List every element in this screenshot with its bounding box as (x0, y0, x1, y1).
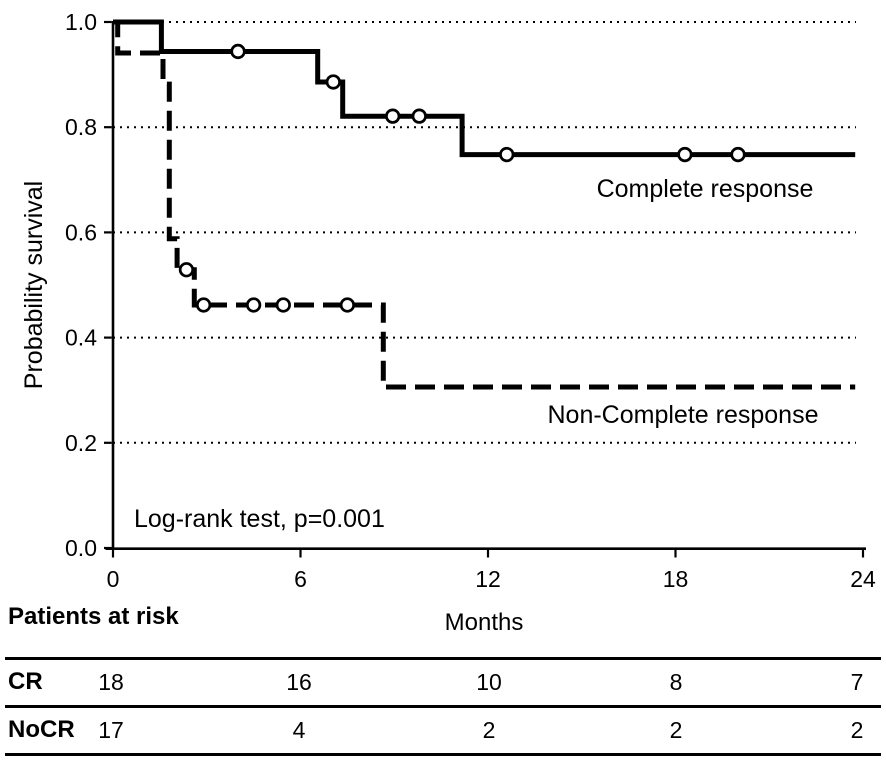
x-tick-label: 18 (663, 566, 689, 592)
risk-count-CR-12mo: 10 (476, 669, 502, 695)
survival-curve-non-complete-response (113, 19, 856, 390)
x-tick-label: 12 (475, 566, 501, 592)
censor-mark (411, 108, 427, 124)
risk-row-label-NoCR: NoCR (8, 716, 75, 743)
y-tick-label: 0.4 (65, 325, 97, 351)
risk-count-NoCR-0mo: 17 (98, 717, 124, 743)
y-tick-label: 1.0 (65, 9, 97, 35)
survival-curve-complete-response (113, 19, 856, 158)
censor-mark (195, 297, 212, 313)
risk-row-label-CR: CR (8, 668, 43, 695)
y-tick-label: 0.2 (65, 430, 97, 456)
logrank-annotation: Log-rank test, p=0.001 (134, 505, 385, 533)
risk-count-CR-24mo: 7 (850, 669, 864, 695)
y-tick-label: 0.8 (65, 114, 97, 140)
risk-count-CR-18mo: 8 (669, 669, 683, 695)
censor-mark (325, 74, 341, 90)
censor-mark (677, 146, 693, 163)
censor-mark (385, 108, 401, 124)
curve-label-complete-response: Complete response (597, 175, 814, 203)
risk-count-CR-0mo: 18 (98, 669, 124, 695)
risk-table-rule-top (5, 657, 881, 660)
risk-count-NoCR-24mo: 2 (850, 717, 864, 743)
curve-label-non-complete-response: Non-Complete response (548, 401, 819, 429)
y-tick-label: 0.6 (65, 219, 97, 245)
risk-table-rule-middle (5, 705, 881, 708)
x-tick-label: 0 (107, 566, 120, 592)
censor-mark (339, 297, 356, 313)
y-tick-label: 0.0 (65, 535, 97, 561)
y-axis-label: Probability survival (20, 181, 48, 389)
risk-table-rule-bottom (5, 753, 881, 756)
x-tick-label: 6 (294, 566, 307, 592)
censor-mark (178, 262, 195, 278)
censor-mark (230, 43, 246, 60)
censor-mark (245, 297, 262, 313)
x-axis-label: Months (445, 609, 524, 636)
censor-mark (499, 146, 515, 163)
risk-table-title: Patients at risk (8, 603, 179, 630)
risk-count-NoCR-12mo: 2 (482, 717, 496, 743)
censor-mark (730, 146, 746, 163)
x-tick-label: 24 (850, 566, 876, 592)
risk-count-CR-6mo: 16 (286, 669, 312, 695)
risk-count-NoCR-6mo: 4 (292, 717, 306, 743)
censor-mark (275, 297, 291, 313)
risk-count-NoCR-18mo: 2 (669, 717, 683, 743)
